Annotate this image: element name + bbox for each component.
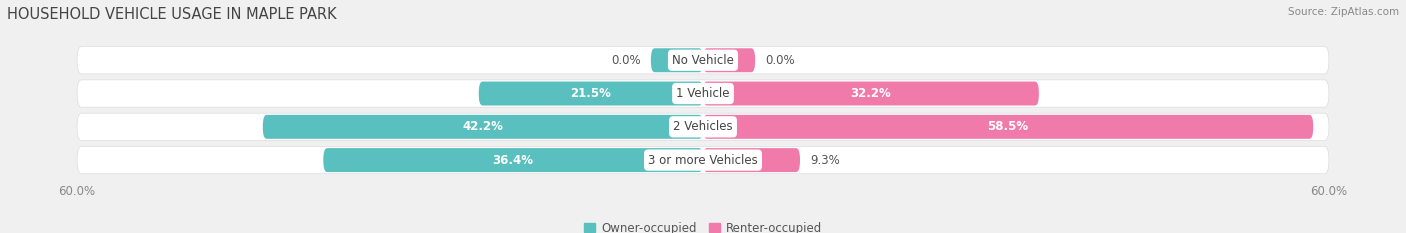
Text: HOUSEHOLD VEHICLE USAGE IN MAPLE PARK: HOUSEHOLD VEHICLE USAGE IN MAPLE PARK	[7, 7, 336, 22]
Text: 32.2%: 32.2%	[851, 87, 891, 100]
Text: Source: ZipAtlas.com: Source: ZipAtlas.com	[1288, 7, 1399, 17]
Text: 58.5%: 58.5%	[987, 120, 1029, 133]
FancyBboxPatch shape	[323, 148, 703, 172]
FancyBboxPatch shape	[77, 47, 1329, 74]
Text: 36.4%: 36.4%	[492, 154, 534, 167]
Text: 3 or more Vehicles: 3 or more Vehicles	[648, 154, 758, 167]
Text: 9.3%: 9.3%	[810, 154, 841, 167]
FancyBboxPatch shape	[703, 148, 800, 172]
Text: 21.5%: 21.5%	[571, 87, 612, 100]
Text: 2 Vehicles: 2 Vehicles	[673, 120, 733, 133]
FancyBboxPatch shape	[651, 48, 703, 72]
FancyBboxPatch shape	[703, 115, 1313, 139]
FancyBboxPatch shape	[703, 48, 755, 72]
FancyBboxPatch shape	[77, 80, 1329, 107]
Text: 1 Vehicle: 1 Vehicle	[676, 87, 730, 100]
Text: No Vehicle: No Vehicle	[672, 54, 734, 67]
Text: 42.2%: 42.2%	[463, 120, 503, 133]
FancyBboxPatch shape	[77, 147, 1329, 174]
Text: 0.0%: 0.0%	[766, 54, 796, 67]
FancyBboxPatch shape	[478, 82, 703, 106]
FancyBboxPatch shape	[703, 82, 1039, 106]
FancyBboxPatch shape	[263, 115, 703, 139]
Legend: Owner-occupied, Renter-occupied: Owner-occupied, Renter-occupied	[583, 222, 823, 233]
Text: 0.0%: 0.0%	[610, 54, 640, 67]
FancyBboxPatch shape	[77, 113, 1329, 140]
